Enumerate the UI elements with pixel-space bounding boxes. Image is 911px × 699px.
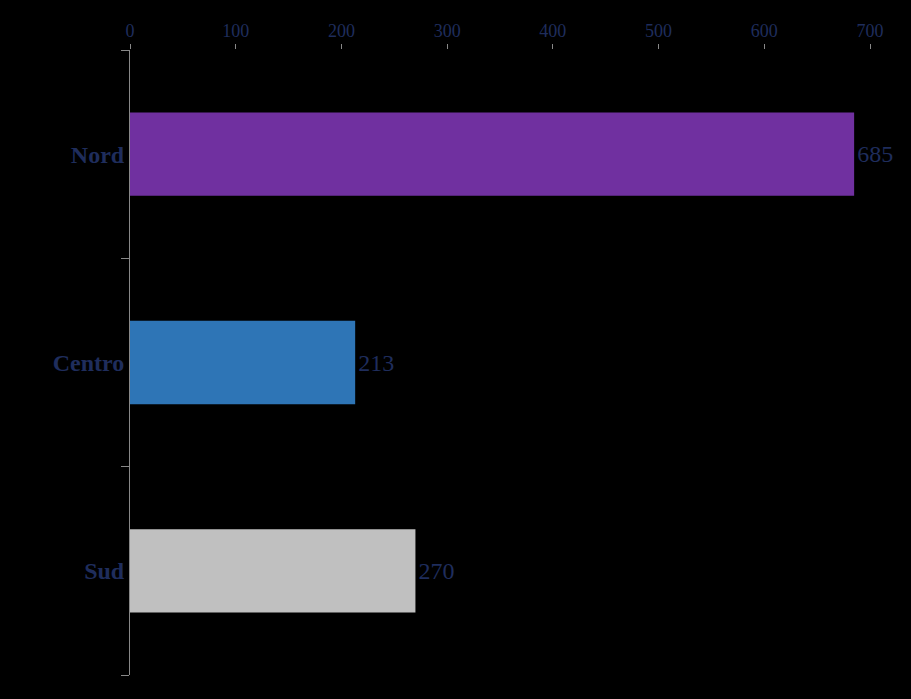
svg-text:Nord: Nord	[71, 142, 125, 168]
svg-text:Sud: Sud	[84, 558, 125, 584]
svg-text:213: 213	[358, 350, 394, 376]
svg-text:300: 300	[434, 21, 461, 41]
svg-text:700: 700	[857, 21, 884, 41]
svg-text:200: 200	[328, 21, 355, 41]
svg-text:0: 0	[126, 21, 135, 41]
svg-text:400: 400	[539, 21, 566, 41]
svg-text:685: 685	[857, 141, 893, 167]
svg-text:100: 100	[222, 21, 249, 41]
svg-text:600: 600	[751, 21, 778, 41]
svg-text:500: 500	[645, 21, 672, 41]
svg-text:270: 270	[418, 558, 454, 584]
svg-text:Centro: Centro	[53, 350, 125, 376]
